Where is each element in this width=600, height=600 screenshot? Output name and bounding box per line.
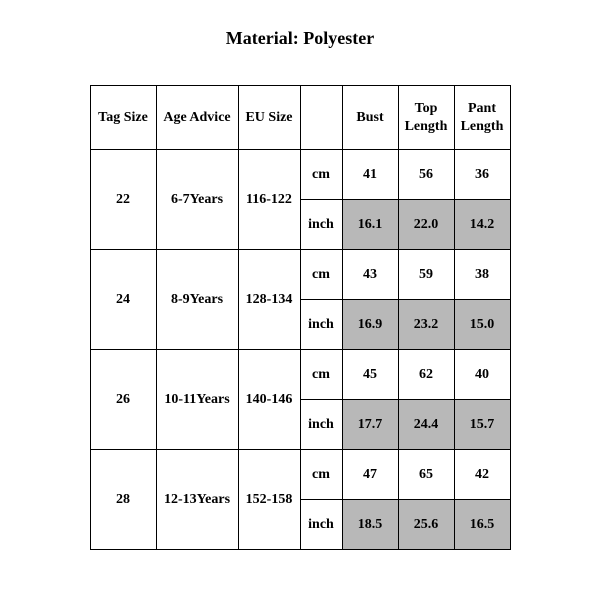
col-header-bust: Bust (342, 86, 398, 150)
cell-unit-inch: inch (300, 400, 342, 450)
cell-tag-size: 22 (90, 150, 156, 250)
cell-pant-inch: 15.7 (454, 400, 510, 450)
size-chart: Material: Polyester Tag Size Age Advice … (0, 0, 600, 600)
cell-unit-inch: inch (300, 300, 342, 350)
table-header-row: Tag Size Age Advice EU Size Bust Top Len… (90, 86, 510, 150)
cell-pant-cm: 42 (454, 450, 510, 500)
cell-age-advice: 6-7Years (156, 150, 238, 250)
cell-top-inch: 22.0 (398, 200, 454, 250)
table-row: 24 8-9Years 128-134 cm 43 59 38 (90, 250, 510, 300)
chart-title: Material: Polyester (0, 28, 600, 49)
cell-unit-cm: cm (300, 350, 342, 400)
col-header-age-advice: Age Advice (156, 86, 238, 150)
cell-bust-cm: 43 (342, 250, 398, 300)
cell-bust-cm: 47 (342, 450, 398, 500)
cell-pant-inch: 15.0 (454, 300, 510, 350)
cell-eu-size: 116-122 (238, 150, 300, 250)
cell-pant-inch: 14.2 (454, 200, 510, 250)
table-row: 28 12-13Years 152-158 cm 47 65 42 (90, 450, 510, 500)
cell-pant-cm: 36 (454, 150, 510, 200)
col-header-pant-length: Pant Length (454, 86, 510, 150)
cell-top-cm: 56 (398, 150, 454, 200)
cell-tag-size: 26 (90, 350, 156, 450)
col-header-tag-size: Tag Size (90, 86, 156, 150)
cell-top-inch: 24.4 (398, 400, 454, 450)
cell-bust-inch: 17.7 (342, 400, 398, 450)
cell-unit-cm: cm (300, 450, 342, 500)
cell-eu-size: 140-146 (238, 350, 300, 450)
table-row: 22 6-7Years 116-122 cm 41 56 36 (90, 150, 510, 200)
cell-top-inch: 23.2 (398, 300, 454, 350)
cell-unit-cm: cm (300, 250, 342, 300)
cell-age-advice: 8-9Years (156, 250, 238, 350)
cell-unit-inch: inch (300, 500, 342, 550)
cell-age-advice: 12-13Years (156, 450, 238, 550)
cell-top-cm: 62 (398, 350, 454, 400)
cell-pant-cm: 38 (454, 250, 510, 300)
col-header-unit (300, 86, 342, 150)
cell-tag-size: 28 (90, 450, 156, 550)
cell-age-advice: 10-11Years (156, 350, 238, 450)
cell-pant-inch: 16.5 (454, 500, 510, 550)
cell-bust-cm: 45 (342, 350, 398, 400)
size-table: Tag Size Age Advice EU Size Bust Top Len… (90, 85, 511, 550)
cell-bust-inch: 16.9 (342, 300, 398, 350)
cell-top-cm: 65 (398, 450, 454, 500)
cell-unit-cm: cm (300, 150, 342, 200)
cell-bust-inch: 16.1 (342, 200, 398, 250)
cell-eu-size: 128-134 (238, 250, 300, 350)
cell-unit-inch: inch (300, 200, 342, 250)
cell-pant-cm: 40 (454, 350, 510, 400)
col-header-top-length: Top Length (398, 86, 454, 150)
col-header-eu-size: EU Size (238, 86, 300, 150)
cell-bust-inch: 18.5 (342, 500, 398, 550)
cell-bust-cm: 41 (342, 150, 398, 200)
table-row: 26 10-11Years 140-146 cm 45 62 40 (90, 350, 510, 400)
cell-tag-size: 24 (90, 250, 156, 350)
cell-top-cm: 59 (398, 250, 454, 300)
cell-eu-size: 152-158 (238, 450, 300, 550)
cell-top-inch: 25.6 (398, 500, 454, 550)
